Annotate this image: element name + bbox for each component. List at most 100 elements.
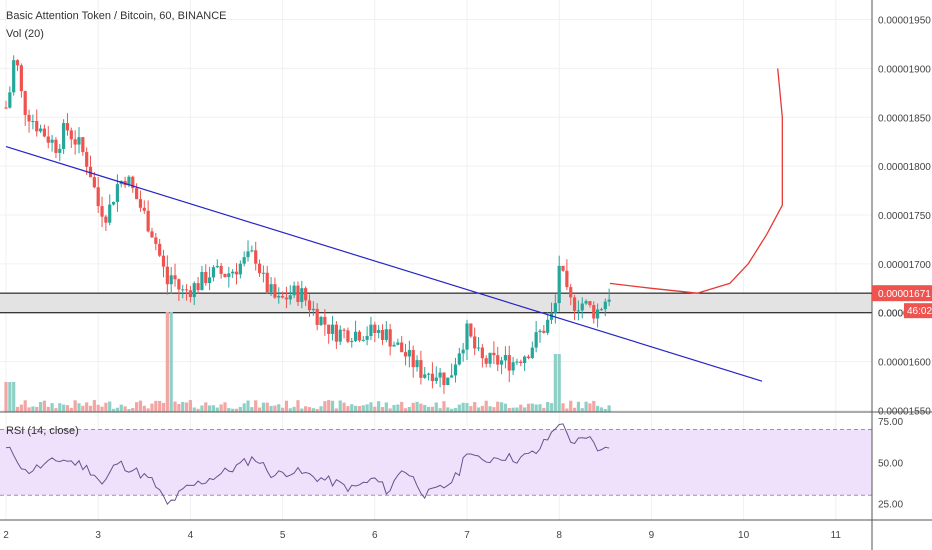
candle-body — [588, 301, 592, 306]
volume-bar — [227, 408, 231, 412]
candle-body — [369, 324, 373, 336]
volume-bar — [204, 402, 208, 412]
volume-bar — [446, 407, 450, 412]
candle-body — [254, 250, 258, 264]
drawing-overlays[interactable] — [5, 68, 783, 382]
price-tick-label: 0.00001750 — [878, 211, 931, 222]
volume-bar — [35, 406, 39, 412]
symbol-title[interactable]: Basic Attention Token / Bitcoin, 60, BIN… — [6, 10, 227, 22]
volume-bar — [546, 401, 550, 412]
candle-body — [23, 91, 27, 115]
candle-body — [35, 121, 39, 132]
candle-body — [526, 356, 531, 359]
candle-body — [338, 329, 342, 342]
countdown-badge — [904, 303, 932, 319]
price-tick-label: 0.00001700 — [878, 260, 931, 271]
volume-bar — [269, 405, 273, 412]
candle-body — [100, 206, 104, 217]
volume-bar — [496, 401, 500, 412]
volume-bar — [384, 402, 388, 412]
volume-bar — [588, 403, 592, 412]
candle-body — [434, 377, 438, 382]
volume-bar — [100, 406, 104, 412]
candle-body — [269, 284, 273, 293]
candle-body — [231, 271, 235, 274]
volume-bar — [211, 405, 216, 412]
volume-bar — [273, 405, 277, 412]
candle-body — [69, 130, 73, 140]
candle-body — [161, 255, 166, 267]
candle-body — [15, 60, 20, 66]
candle-body — [584, 301, 588, 304]
x-tick-label: 11 — [831, 530, 842, 541]
candle-body — [480, 347, 484, 359]
volume-bar — [338, 400, 342, 412]
candle-body — [227, 273, 231, 277]
price-tick-label: 0.00001850 — [878, 113, 931, 124]
volume-bar — [327, 400, 331, 412]
candle-body — [423, 374, 427, 378]
volume-bar — [403, 408, 408, 412]
volume-bar — [146, 408, 150, 412]
candle-body — [115, 184, 120, 202]
volume-bar — [392, 404, 396, 412]
candle-body — [319, 316, 323, 325]
candle-body — [300, 288, 304, 302]
candle-body — [219, 265, 223, 274]
volume-bar — [450, 408, 454, 412]
volume-bar — [208, 405, 212, 412]
volume-bar — [492, 407, 496, 412]
candle-body — [138, 199, 143, 208]
volume-bar — [396, 404, 400, 412]
volume-bar — [123, 406, 127, 412]
candle-body — [438, 372, 442, 378]
volume-bar — [115, 407, 120, 412]
candle-body — [54, 139, 58, 153]
candle-body — [188, 290, 192, 298]
candle-body — [569, 287, 573, 298]
volume-bar — [135, 402, 139, 412]
candle-body — [77, 137, 81, 145]
candle-body — [419, 360, 423, 378]
volume-bar — [542, 407, 546, 412]
trendline — [5, 146, 763, 382]
candle-body — [407, 350, 411, 357]
volume-bar — [177, 404, 181, 412]
candle-body — [476, 347, 481, 349]
x-tick-label: 2 — [3, 530, 9, 541]
rsi-tick-label: 25.00 — [878, 500, 903, 511]
candle-body — [400, 342, 404, 353]
candle-body — [19, 65, 23, 92]
volume-bar — [334, 408, 338, 412]
volume-bar — [296, 400, 300, 412]
candle-body — [323, 316, 327, 325]
candle-body — [330, 324, 335, 334]
volume-legend[interactable]: Vol (20) — [6, 28, 44, 40]
volume-bar — [12, 382, 16, 412]
volume-bar — [150, 403, 154, 412]
candle-body — [450, 375, 454, 378]
volume-bar — [323, 401, 327, 412]
volume-bar — [361, 405, 365, 412]
current-price-label: 0.00001671 — [878, 289, 931, 300]
candle-body — [473, 336, 477, 349]
candle-body — [257, 263, 262, 274]
candle-body — [411, 350, 415, 368]
volume-bar — [154, 400, 158, 412]
candle-body — [273, 284, 277, 298]
candle-body — [88, 166, 93, 178]
candle-body — [250, 250, 254, 252]
volume-bar — [265, 402, 269, 412]
volume-bar — [215, 407, 219, 412]
candle-body — [511, 362, 515, 371]
candle-body — [576, 310, 581, 312]
candle-body — [38, 128, 43, 132]
volume-bar — [119, 404, 123, 412]
candle-body — [596, 309, 600, 319]
volume-bar — [277, 404, 281, 412]
candle-body — [177, 279, 181, 290]
x-tick-label: 7 — [464, 530, 470, 541]
rsi-legend[interactable]: RSI (14, close) — [6, 425, 79, 437]
countdown-label: 46:02 — [907, 306, 932, 317]
